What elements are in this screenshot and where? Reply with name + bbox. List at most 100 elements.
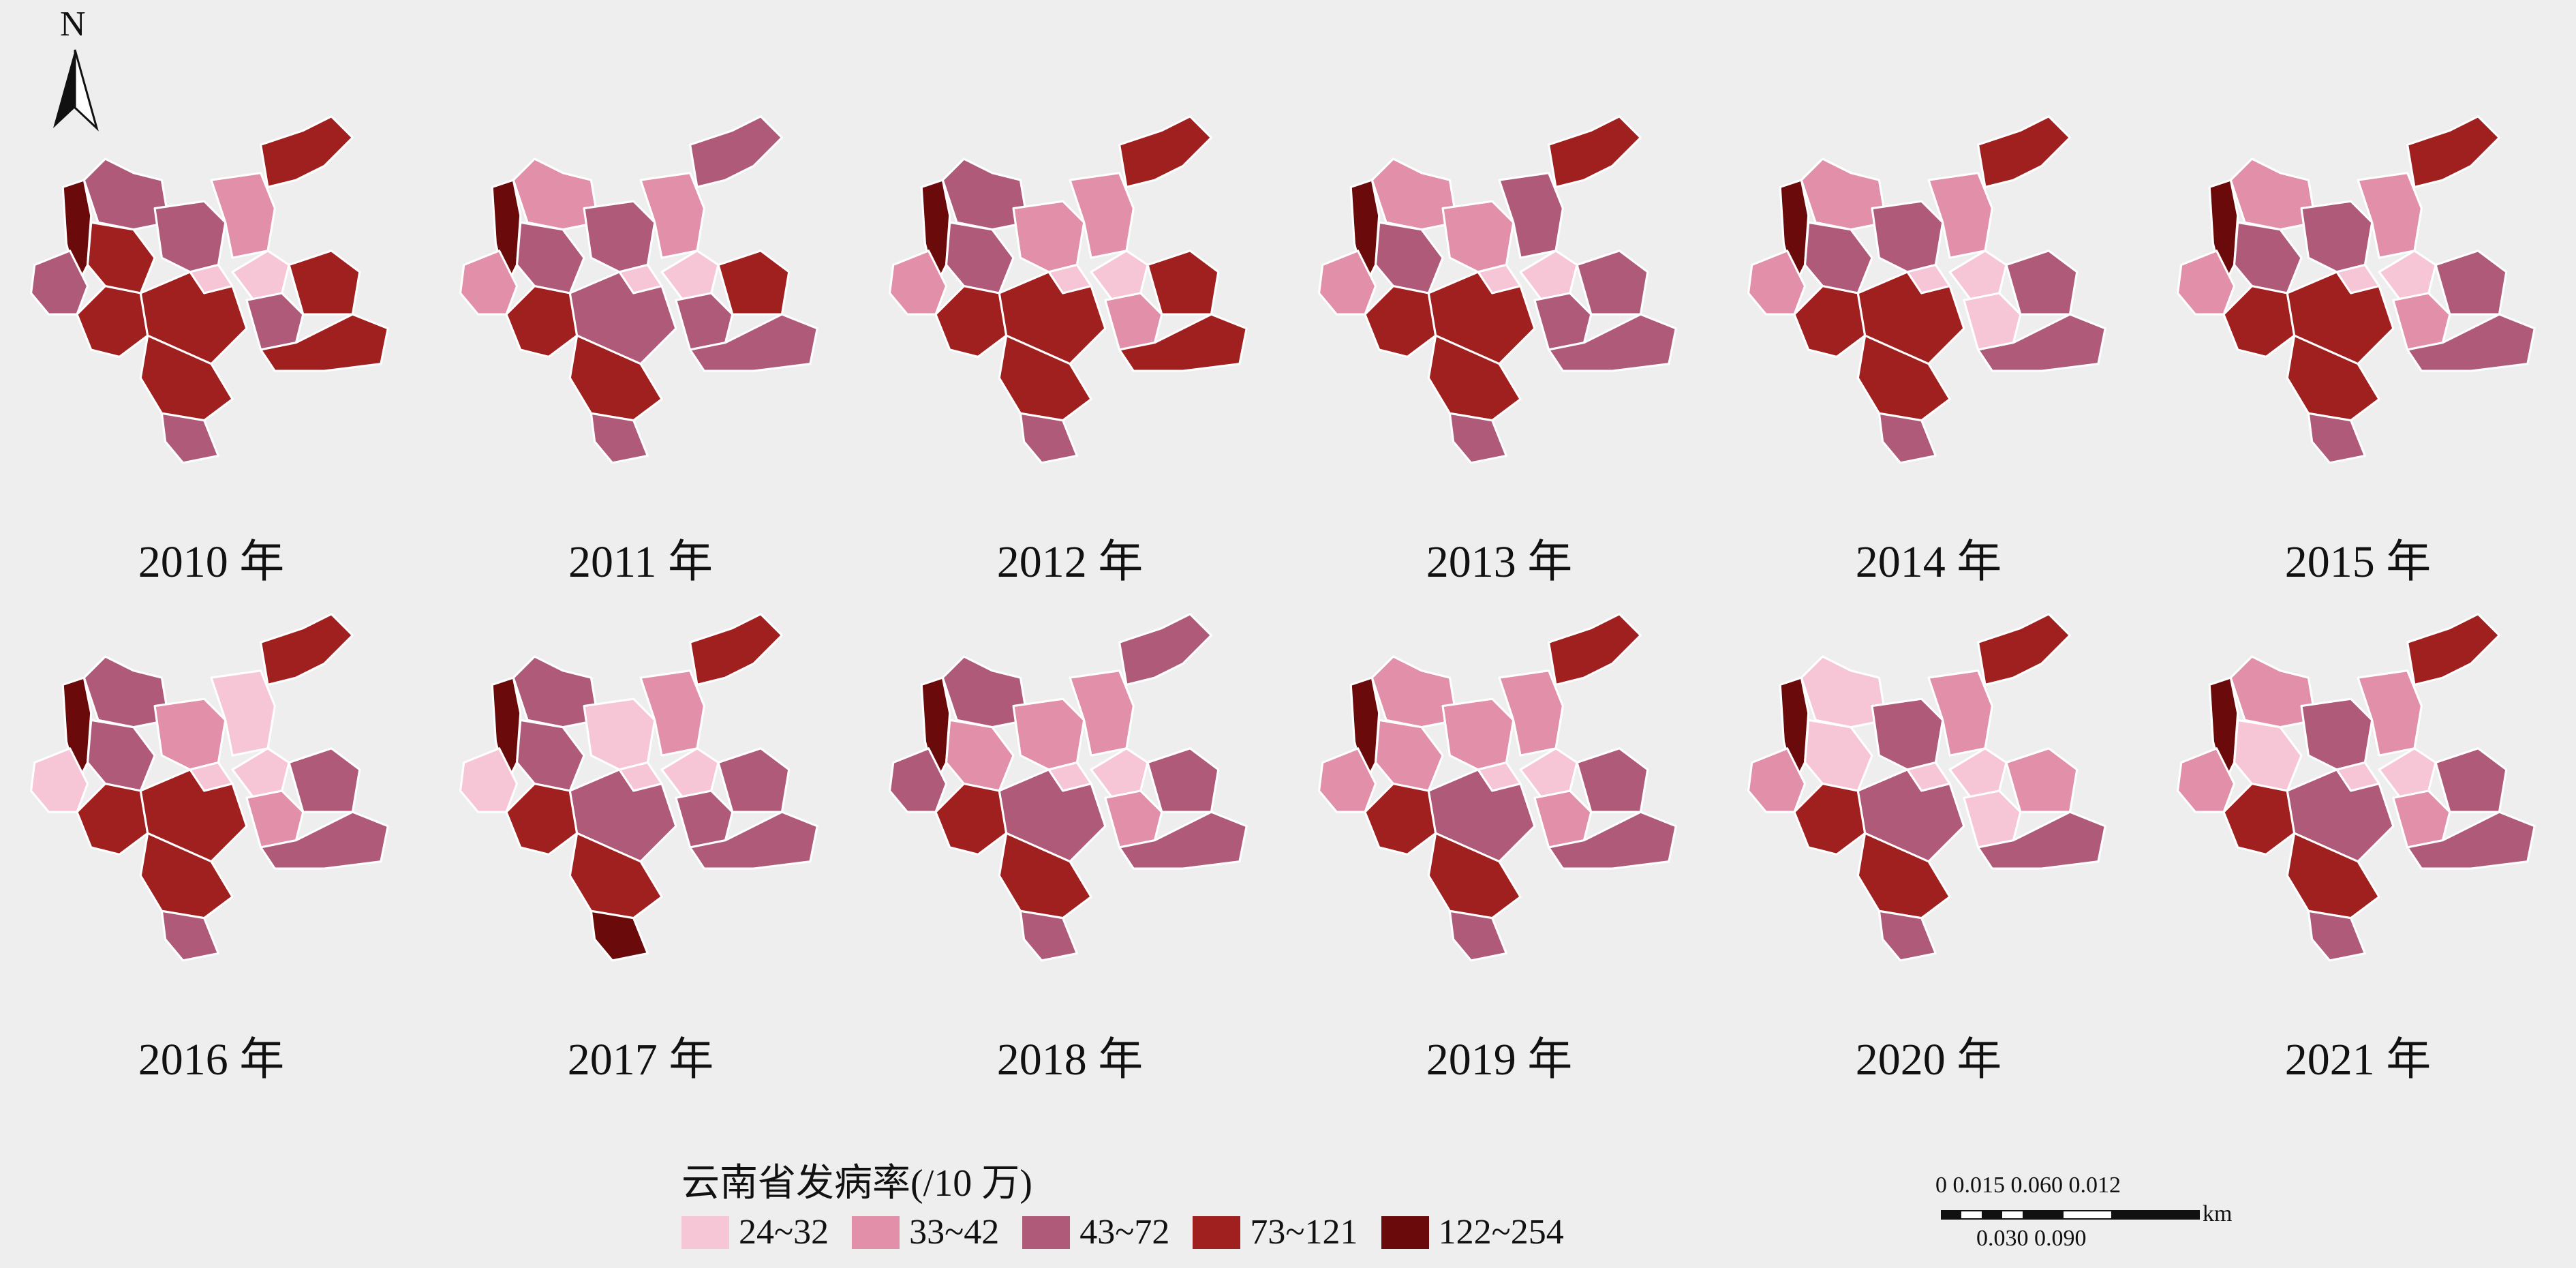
legend-swatch (1022, 1216, 1071, 1249)
prefecture-region (2233, 719, 2303, 792)
province-map (889, 613, 1248, 962)
prefecture-region (1374, 719, 1444, 792)
year-label: 2012 年 (996, 537, 1144, 587)
prefecture-region (1803, 719, 1873, 792)
prefecture-region (1118, 811, 1248, 870)
prefecture-region (515, 221, 585, 295)
prefecture-region (945, 221, 1015, 295)
prefecture-region (717, 747, 791, 813)
prefecture-region (1012, 200, 1086, 273)
scale-bar: 0 0.015 0.060 0.012 km 0.030 0.090 (1935, 1173, 2235, 1254)
prefecture-region (1448, 412, 1507, 464)
legend-label: 73~121 (1250, 1213, 1358, 1252)
prefecture-region (160, 412, 219, 464)
prefecture-region (675, 789, 734, 849)
prefecture-region (1906, 263, 1951, 295)
prefecture-region (1548, 613, 1642, 686)
prefecture-region (1793, 783, 1867, 856)
prefecture-region (1019, 412, 1078, 464)
prefecture-region (1576, 747, 1649, 813)
prefecture-region (160, 909, 219, 962)
scale-bar-graphic (1941, 1210, 2200, 1220)
prefecture-region (2406, 115, 2500, 188)
scale-bar-bottom-labels: 0.030 0.090 (1976, 1226, 2087, 1251)
prefecture-region (2378, 747, 2437, 799)
year-label: 2014 年 (1855, 537, 2002, 587)
legend-label: 33~42 (909, 1213, 1000, 1252)
legend-swatch (852, 1216, 900, 1249)
prefecture-region (189, 761, 234, 792)
province-map (1747, 115, 2106, 464)
prefecture-region (618, 761, 663, 792)
prefecture-region (1364, 285, 1437, 358)
prefecture-region (717, 250, 791, 316)
prefecture-region (689, 613, 783, 686)
prefecture-region (1963, 789, 2022, 849)
prefecture-region (1906, 761, 1951, 792)
prefecture-region (231, 250, 290, 301)
prefecture-region (2335, 761, 2380, 792)
prefecture-region (231, 747, 290, 799)
prefecture-region (86, 221, 156, 295)
legend-item: 73~121 (1193, 1212, 1358, 1252)
prefecture-region (1548, 115, 1642, 188)
prefecture-region (1977, 313, 2106, 372)
prefecture-region (2406, 313, 2536, 372)
prefecture-region (260, 811, 389, 870)
north-label: N (60, 5, 86, 44)
prefecture-region (1364, 783, 1437, 856)
prefecture-region (2300, 200, 2374, 273)
prefecture-region (1977, 115, 2071, 188)
prefecture-region (189, 263, 234, 295)
prefecture-region (1948, 250, 2008, 301)
prefecture-region (1963, 292, 2022, 351)
prefecture-region (660, 747, 720, 799)
prefecture-region (583, 697, 656, 771)
prefecture-region (2378, 250, 2437, 301)
prefecture-region (260, 115, 354, 188)
prefecture-region (2406, 811, 2536, 870)
year-label: 2019 年 (1426, 1035, 1573, 1085)
prefecture-region (1118, 613, 1212, 686)
prefecture-region (618, 263, 663, 295)
year-label: 2017 年 (567, 1035, 714, 1085)
year-label: 2020 年 (1855, 1035, 2002, 1085)
province-map (1747, 613, 2106, 962)
legend-swatch (1193, 1216, 1241, 1249)
prefecture-region (1548, 811, 1677, 870)
prefecture-region (1877, 909, 1937, 962)
prefecture-region (2335, 263, 2380, 295)
prefecture-region (2307, 909, 2366, 962)
province-map (2177, 115, 2536, 464)
prefecture-region (1519, 250, 1578, 301)
prefecture-region (1448, 909, 1507, 962)
year-label: 2018 年 (996, 1035, 1144, 1085)
prefecture-region (260, 313, 389, 372)
prefecture-region (934, 783, 1008, 856)
prefecture-region (675, 292, 734, 351)
legend-item: 24~32 (681, 1212, 829, 1252)
prefecture-region (1146, 250, 1220, 316)
prefecture-region (589, 909, 649, 962)
prefecture-region (1012, 697, 1086, 771)
prefecture-region (288, 250, 361, 316)
prefecture-region (1871, 200, 1944, 273)
prefecture-region (1441, 200, 1515, 273)
prefecture-region (1047, 263, 1092, 295)
prefecture-region (1871, 697, 1944, 771)
prefecture-region (2005, 747, 2079, 813)
province-map (2177, 613, 2536, 962)
legend-item: 43~72 (1022, 1212, 1169, 1252)
prefecture-region (1576, 250, 1649, 316)
prefecture-region (1977, 613, 2071, 686)
legend-label: 43~72 (1079, 1213, 1170, 1252)
prefecture-region (1019, 909, 1078, 962)
prefecture-region (1533, 292, 1593, 351)
prefecture-region (934, 285, 1008, 358)
prefecture-region (86, 719, 156, 792)
prefecture-region (76, 285, 149, 358)
prefecture-region (1533, 789, 1593, 849)
province-map (30, 613, 389, 962)
prefecture-region (1118, 313, 1248, 372)
